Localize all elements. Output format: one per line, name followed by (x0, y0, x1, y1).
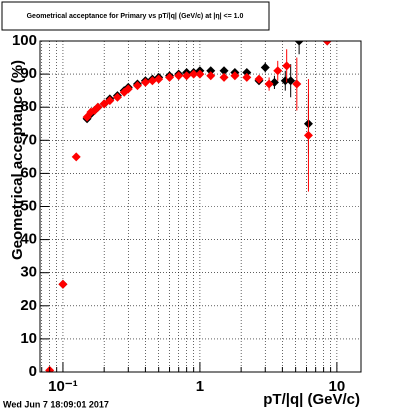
point (242, 67, 252, 77)
timestamp: Wed Jun 7 18:09:01 2017 (3, 399, 109, 409)
point (260, 62, 270, 72)
y-tick-label: 80 (20, 98, 37, 115)
point (286, 76, 296, 86)
y-tick-label: 50 (20, 197, 37, 214)
x-tick-label: 1 (196, 378, 204, 395)
point (230, 71, 240, 81)
point (58, 279, 68, 289)
y-tick-label: 40 (20, 231, 37, 248)
y-tick-label: 90 (20, 65, 37, 82)
point (189, 69, 199, 79)
chart-title: Geometrical acceptance for Primary vs pT… (27, 13, 244, 20)
point (140, 77, 150, 87)
point (182, 71, 192, 81)
x-tick-label: 10⁻¹ (48, 378, 78, 395)
y-tick-label: 100 (12, 32, 37, 49)
point (93, 102, 103, 112)
point (165, 72, 175, 82)
point (280, 76, 290, 86)
point (174, 71, 184, 81)
point (242, 72, 252, 82)
point (206, 71, 216, 81)
point (147, 76, 157, 86)
point (71, 152, 81, 162)
y-axis-label: Geometrical acceptance (%) (9, 60, 26, 260)
title-box (1, 1, 270, 31)
y-tick-label: 70 (20, 131, 37, 148)
point (219, 72, 229, 82)
point (154, 74, 164, 84)
point (206, 66, 216, 76)
y-tick-label: 20 (20, 297, 37, 314)
point (264, 79, 274, 89)
point (294, 41, 304, 46)
point (105, 96, 115, 106)
y-tick-label: 0 (29, 363, 37, 380)
x-tick-label: 10 (329, 378, 346, 395)
point (322, 41, 332, 46)
point (132, 81, 142, 91)
point (282, 61, 292, 71)
x-axis-label: pT/|q| (GeV/c) (263, 391, 360, 408)
point (292, 79, 302, 89)
point (112, 92, 122, 102)
point (273, 66, 283, 76)
point (195, 69, 205, 79)
point (123, 84, 133, 94)
y-tick-label: 30 (20, 264, 37, 281)
y-tick-label: 60 (20, 164, 37, 181)
point (303, 130, 313, 140)
y-tick-label: 10 (20, 330, 37, 347)
point (219, 66, 229, 76)
point (254, 74, 264, 84)
point (119, 87, 129, 97)
